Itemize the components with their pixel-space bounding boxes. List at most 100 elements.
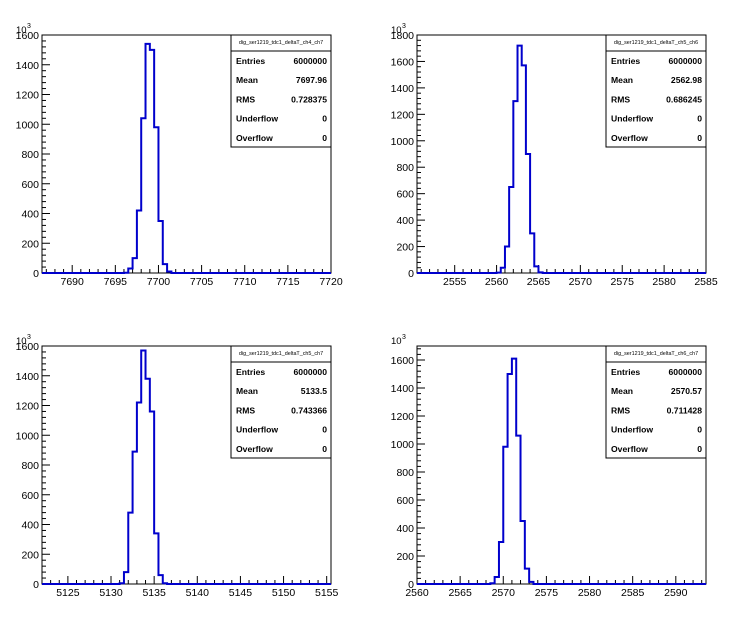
y-tick-label: 400 <box>396 523 414 535</box>
x-tick-label: 2585 <box>694 276 718 288</box>
stats-value-overflow: 0 <box>697 444 702 454</box>
stats-box-title: dig_ser1219_tdc1_deltaT_ch5_ch6 <box>614 40 698 46</box>
stats-label-overflow: Overflow <box>611 444 648 454</box>
y-tick-label: 600 <box>21 490 39 502</box>
stats-label-mean: Mean <box>611 386 633 396</box>
stats-label-entries: Entries <box>611 56 640 66</box>
stats-box-frame <box>605 34 707 148</box>
stats-label-rms: RMS <box>611 405 630 415</box>
x-tick-label: 2565 <box>448 587 472 599</box>
histogram-bin-6 <box>512 359 516 584</box>
histogram-bin-7 <box>150 50 154 273</box>
y-tick-label: 800 <box>396 467 414 479</box>
stats-box: dig_ser1219_tdc1_deltaT_ch4_ch7 Entries 60… <box>230 34 332 148</box>
histogram-bin-6 <box>141 350 145 584</box>
histogram-bin-4 <box>137 211 141 273</box>
y-tick-label: 600 <box>396 495 414 507</box>
x-tick-label: 5145 <box>229 587 253 599</box>
y-scale-label: 10 <box>16 25 27 36</box>
y-tick-label: 1000 <box>16 119 40 131</box>
y-scale-exponent: 3 <box>27 23 31 30</box>
x-tick-label: 2570 <box>492 587 516 599</box>
x-tick-label: 7695 <box>104 276 128 288</box>
stats-value-underflow: 0 <box>697 114 702 124</box>
y-scale-label: 10 <box>16 336 27 347</box>
stats-label-overflow: Overflow <box>236 444 273 454</box>
histogram-series-line <box>42 349 331 585</box>
x-tick-label: 5135 <box>142 587 166 599</box>
y-tick-label: 400 <box>21 209 39 221</box>
histogram-bin-7 <box>146 379 150 584</box>
histogram-series-line <box>42 42 331 274</box>
y-tick-label: 1400 <box>391 383 415 395</box>
histogram-bin-6 <box>146 44 150 273</box>
stats-value-overflow: 0 <box>322 444 327 454</box>
stats-box-frame <box>230 345 332 459</box>
stats-value-rms: 0.686245 <box>666 94 702 104</box>
histogram-bin-8 <box>521 521 525 584</box>
histogram-bin-1 <box>120 583 124 584</box>
stats-label-overflow: Overflow <box>236 133 273 143</box>
y-tick-label: 1400 <box>16 60 40 72</box>
x-tick-label: 2560 <box>405 587 429 599</box>
y-tick-label: 0 <box>33 268 39 280</box>
histogram-bin-4 <box>503 447 507 584</box>
histogram-bin-5 <box>508 374 512 584</box>
y-tick-label: 1000 <box>391 136 415 148</box>
y-tick-label: 600 <box>396 189 414 201</box>
stats-value-rms: 0.711428 <box>667 405 703 415</box>
x-tick-label: 7705 <box>190 276 214 288</box>
y-scale-exponent: 3 <box>402 23 406 30</box>
stats-label-mean: Mean <box>236 75 258 85</box>
histogram-bin-2 <box>495 577 499 584</box>
histogram-bin-10 <box>529 582 533 584</box>
stats-label-mean: Mean <box>236 386 258 396</box>
y-scale-exponent: 3 <box>402 334 406 341</box>
histogram-bin-9 <box>525 569 529 584</box>
y-tick-label: 400 <box>396 215 414 227</box>
x-tick-label: 5155 <box>315 587 339 599</box>
histogram-bin-1 <box>490 583 494 584</box>
stats-value-entries: 6000000 <box>294 367 328 377</box>
stats-label-underflow: Underflow <box>236 425 278 435</box>
histogram-bin-10 <box>158 575 162 584</box>
stats-box: dig_ser1219_tdc1_deltaT_ch5_ch7 Entries 60… <box>230 345 332 459</box>
stats-value-underflow: 0 <box>322 114 327 124</box>
stats-label-entries: Entries <box>236 56 265 66</box>
histogram-series-line <box>417 357 706 585</box>
stats-value-entries: 6000000 <box>294 56 328 66</box>
y-tick-label: 1400 <box>16 371 40 383</box>
stats-value-underflow: 0 <box>697 425 702 435</box>
x-tick-label: 7690 <box>61 276 85 288</box>
y-tick-label: 200 <box>396 242 414 254</box>
x-tick-label: 2580 <box>578 587 602 599</box>
histogram-bin-3 <box>128 513 132 584</box>
stats-value-rms: 0.743366 <box>291 405 327 415</box>
histogram-bin-9 <box>530 233 534 273</box>
x-tick-label: 5140 <box>186 587 210 599</box>
stats-label-mean: Mean <box>611 75 633 85</box>
histogram-bin-6 <box>518 46 522 273</box>
stats-box-frame <box>230 34 332 148</box>
x-tick-label: 7710 <box>233 276 257 288</box>
x-tick-label: 7700 <box>147 276 171 288</box>
histogram-bin-10 <box>163 264 167 273</box>
stats-label-underflow: Underflow <box>611 425 653 435</box>
y-tick-label: 0 <box>408 579 414 591</box>
stats-box-title: dig_ser1219_tdc1_deltaT_ch4_ch7 <box>239 40 323 46</box>
stats-value-mean: 2562.98 <box>671 75 702 85</box>
stats-label-entries: Entries <box>611 367 640 377</box>
x-tick-label: 2555 <box>443 276 467 288</box>
stats-value-overflow: 0 <box>697 133 702 143</box>
y-tick-label: 200 <box>21 238 39 250</box>
y-tick-label: 1400 <box>391 83 415 95</box>
histogram-bin-10 <box>534 266 538 273</box>
stats-value-mean: 7697.96 <box>296 75 327 85</box>
y-tick-label: 1200 <box>16 401 40 413</box>
histogram-bin-2 <box>128 269 132 273</box>
y-tick-label: 800 <box>396 162 414 174</box>
x-tick-label: 2575 <box>535 587 559 599</box>
y-scale-label: 10 <box>391 25 402 36</box>
